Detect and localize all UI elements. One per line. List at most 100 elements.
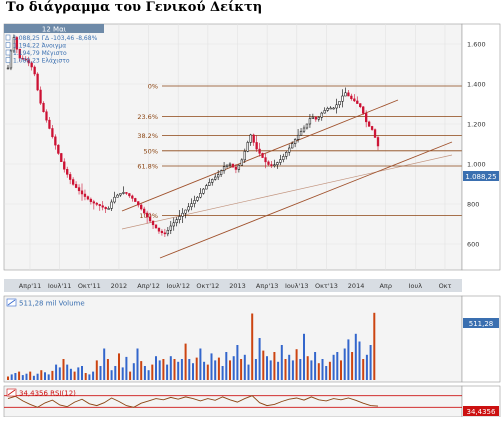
volume-bar xyxy=(340,360,342,380)
candle-body xyxy=(347,92,350,97)
candle-body xyxy=(36,73,39,91)
volume-bar xyxy=(73,371,76,380)
candle-body xyxy=(205,185,208,190)
candle-body xyxy=(219,170,223,175)
candle-body xyxy=(314,116,317,120)
candle-body xyxy=(119,193,122,196)
candle-body xyxy=(273,164,276,166)
stock-chart[interactable]: 0% 23.6% 38.2% 50% 61.8% 100% 12 Μαι 1.088,25… xyxy=(0,22,501,418)
volume-bar xyxy=(103,348,106,380)
volume-bar xyxy=(7,376,9,380)
candle-body xyxy=(285,152,288,157)
rsi-value-tag xyxy=(463,406,499,416)
volume-bar xyxy=(236,345,239,380)
candle-body xyxy=(74,184,78,188)
candle-body xyxy=(211,179,214,183)
volume-bar xyxy=(166,364,169,380)
volume-value-tag xyxy=(463,318,499,328)
volume-bar xyxy=(243,354,246,380)
candle-body xyxy=(45,111,48,121)
volume-bar xyxy=(180,359,183,380)
candle-body xyxy=(353,98,356,102)
candle-body xyxy=(148,216,152,222)
volume-bar xyxy=(277,361,280,380)
candle-body xyxy=(335,104,338,109)
x-tick-label: Ιουλ xyxy=(409,282,423,290)
candle-body xyxy=(291,143,294,149)
candle-body xyxy=(264,157,267,163)
candle-body xyxy=(9,50,13,69)
legend-swatch xyxy=(5,57,11,63)
legend-swatch xyxy=(5,49,11,56)
volume-bar xyxy=(343,348,346,380)
volume-bar xyxy=(258,338,261,380)
x-tick-label: Οκτ'13 xyxy=(315,282,338,290)
volume-bar xyxy=(199,348,202,380)
candle-body xyxy=(169,225,172,231)
volume-bar xyxy=(336,352,339,380)
candle-body xyxy=(308,118,312,125)
volume-bar xyxy=(173,359,176,380)
candle-body xyxy=(42,102,45,112)
volume-bar xyxy=(328,361,331,380)
candle-body xyxy=(249,134,252,143)
candle-body xyxy=(128,193,131,197)
x-tick-label: Απρ xyxy=(379,282,392,290)
candle-body xyxy=(246,142,249,152)
candle-body xyxy=(86,196,90,200)
candle-body xyxy=(293,139,297,144)
last-price-tag xyxy=(463,171,499,181)
y-tick-label: 800 xyxy=(467,201,479,209)
x-tick-label: 2013 xyxy=(229,282,246,290)
volume-bar xyxy=(114,366,117,380)
legend-item: 1.088,25 ΓΔ -103,46 -8,68% xyxy=(13,35,98,42)
volume-bar xyxy=(169,356,172,380)
volume-bar xyxy=(129,371,132,380)
candle-body xyxy=(338,101,341,106)
volume-bar xyxy=(47,374,50,380)
candle-body xyxy=(104,206,107,210)
candle-body xyxy=(15,37,19,50)
candle-body xyxy=(80,190,84,195)
candle-body xyxy=(154,224,158,229)
volume-bar xyxy=(354,333,357,380)
volume-bar xyxy=(58,367,61,380)
candle-body xyxy=(157,227,161,232)
candle-body xyxy=(196,196,199,201)
candle-body xyxy=(344,92,347,97)
candle-body xyxy=(69,174,72,180)
candle-body xyxy=(222,166,226,172)
candle-body xyxy=(51,128,54,138)
volume-bar xyxy=(247,364,250,380)
volume-bar xyxy=(347,339,350,380)
volume-bar xyxy=(262,350,265,380)
volume-bar xyxy=(232,356,235,380)
candle-body xyxy=(66,169,69,175)
volume-bar xyxy=(92,371,95,380)
candle-body xyxy=(181,212,184,217)
volume-bar xyxy=(147,370,150,380)
candle-body xyxy=(134,198,137,202)
volume-bar xyxy=(217,357,220,380)
candle-body xyxy=(63,161,66,170)
fib-label: 50% xyxy=(144,147,158,155)
x-tick-label: 2014 xyxy=(348,282,365,290)
page-title: Το διάγραμμα του Γενικού Δείκτη xyxy=(6,0,263,15)
volume-bar xyxy=(18,371,21,380)
volume-bar xyxy=(10,374,13,380)
volume-bar xyxy=(214,360,217,380)
candle-body xyxy=(367,121,371,127)
legend-item: 1.194,79 Μέγιστο xyxy=(13,50,67,57)
volume-bar xyxy=(291,360,294,380)
volume-bar xyxy=(40,370,43,380)
volume-bar xyxy=(266,356,268,380)
candle-body xyxy=(311,116,315,119)
rsi-levels xyxy=(4,395,462,408)
x-tick-label: Απρ'11 xyxy=(19,282,42,290)
price-candles xyxy=(6,34,380,238)
candle-body xyxy=(143,208,146,214)
candle-body xyxy=(160,230,164,234)
candle-body xyxy=(258,148,261,154)
legend-item: 1.194,22 Άνοιγμα xyxy=(13,43,66,50)
candle-body xyxy=(33,66,36,75)
